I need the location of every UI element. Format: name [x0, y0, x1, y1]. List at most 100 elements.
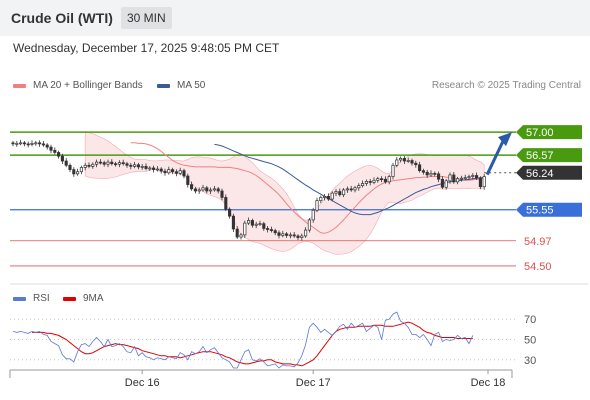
candle: [38, 142, 42, 145]
candle: [197, 189, 201, 192]
x-tick-label: Dec 17: [296, 377, 331, 389]
candle: [452, 174, 456, 183]
candle: [269, 229, 273, 231]
candle: [216, 188, 220, 192]
level-label-56.57: 56.57: [526, 150, 554, 162]
candle: [395, 159, 399, 166]
candle: [399, 157, 403, 161]
candle: [406, 160, 410, 162]
candle: [418, 164, 422, 172]
candle: [383, 178, 387, 183]
candle: [76, 171, 80, 175]
candle: [102, 162, 106, 165]
candle: [254, 223, 258, 226]
candle: [448, 174, 452, 182]
candle: [190, 184, 194, 190]
candle: [482, 176, 486, 188]
candle: [68, 164, 72, 170]
candle: [285, 233, 289, 236]
candle: [391, 164, 395, 177]
research-credit: Research © 2025 Trading Central: [431, 80, 581, 91]
candle: [159, 168, 163, 172]
candle: [277, 232, 281, 236]
rsi-ma-legend-label: 9MA: [83, 293, 104, 304]
x-tick-label: Dec 18: [471, 377, 506, 389]
x-tick-label: Dec 16: [125, 377, 160, 389]
rsi-line: [12, 311, 474, 369]
interval-button[interactable]: 30 MIN: [121, 7, 172, 29]
level-tag-56.24: [516, 165, 582, 180]
candle: [300, 235, 304, 238]
candle: [144, 166, 148, 169]
candle: [136, 164, 140, 168]
candle: [433, 172, 437, 175]
candle: [64, 160, 68, 166]
candle: [387, 176, 391, 183]
forecast-arrow: [485, 138, 506, 176]
rsi-ma-legend: 9MA: [63, 293, 104, 304]
rsi-ma-line: [32, 321, 473, 367]
forecast-arrow-head: [498, 132, 512, 147]
candle: [110, 161, 114, 165]
candle: [57, 152, 61, 157]
instrument-title: Crude Oil (WTI): [11, 10, 113, 26]
candle: [262, 223, 266, 229]
candle: [247, 220, 251, 224]
candle: [60, 155, 64, 162]
candle: [307, 219, 311, 231]
candle: [421, 170, 425, 173]
candle: [353, 187, 357, 191]
candle: [106, 161, 110, 165]
candle: [228, 208, 232, 217]
ma20-swatch: [13, 83, 26, 88]
rsi-tick-50: 50: [524, 335, 536, 347]
candle: [345, 188, 349, 191]
candle: [288, 234, 292, 237]
candle: [34, 142, 38, 145]
level-tag-57.00: [516, 125, 582, 140]
bollinger-band: [84, 131, 485, 255]
ma20-legend: MA 20 + Bollinger Bands: [13, 80, 143, 91]
ma50-line: [214, 143, 485, 216]
candle: [368, 181, 372, 183]
candle: [338, 191, 342, 196]
candle: [463, 177, 467, 179]
candle: [220, 190, 224, 198]
candle: [140, 166, 144, 168]
candle: [193, 188, 197, 192]
candle: [376, 178, 380, 181]
candle: [440, 178, 444, 188]
candle: [372, 179, 376, 183]
candle: [296, 235, 300, 238]
candle: [125, 163, 129, 166]
candle: [258, 223, 262, 226]
ma50-legend: MA 50: [157, 80, 205, 91]
rsi-ma-swatch: [63, 296, 76, 301]
candle: [311, 209, 315, 221]
candle: [186, 175, 190, 185]
candle: [478, 177, 482, 188]
level-label-57.00: 57.00: [526, 127, 554, 139]
candle: [117, 162, 121, 165]
candle: [45, 144, 49, 148]
candle: [212, 188, 216, 191]
candle: [380, 178, 384, 181]
level-label-54.97: 54.97: [524, 236, 552, 248]
candle: [364, 181, 368, 184]
candle: [292, 234, 296, 237]
candle: [243, 222, 247, 236]
candle: [114, 163, 118, 166]
level-label-55.55: 55.55: [526, 205, 554, 217]
ma50-legend-label: MA 50: [177, 80, 206, 91]
candle: [304, 229, 308, 237]
candle: [72, 169, 76, 175]
candle: [87, 164, 91, 167]
candle: [79, 167, 83, 173]
candle: [326, 196, 330, 200]
rsi-tick-70: 70: [524, 314, 536, 326]
candle: [49, 146, 53, 151]
candle: [437, 173, 441, 180]
candle: [83, 164, 87, 168]
datetime-label: Wednesday, December 17, 2025 9:48:05 PM …: [13, 41, 280, 55]
